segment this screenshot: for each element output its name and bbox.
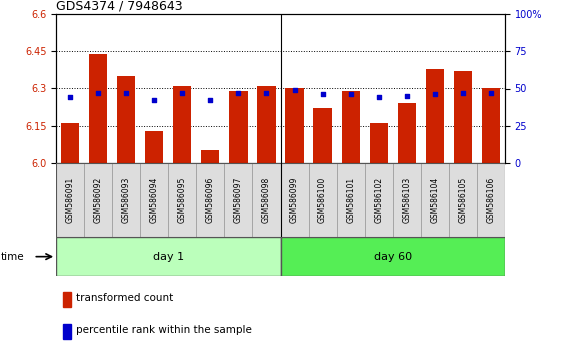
Text: GSM586098: GSM586098 [262, 177, 271, 223]
Bar [257, 86, 275, 163]
Bar [426, 69, 444, 163]
Point [150, 98, 159, 103]
Bar [454, 71, 472, 163]
Bar [89, 54, 107, 163]
Bar [421, 163, 449, 237]
Text: GSM586101: GSM586101 [346, 177, 355, 223]
Text: transformed count: transformed count [76, 293, 173, 303]
Text: percentile rank within the sample: percentile rank within the sample [76, 325, 252, 335]
Point [234, 90, 243, 96]
Bar [477, 163, 505, 237]
Point [206, 98, 215, 103]
Text: GSM586097: GSM586097 [234, 177, 243, 223]
Bar [342, 91, 360, 163]
Bar [168, 163, 196, 237]
Text: day 60: day 60 [374, 252, 412, 262]
Text: GSM586092: GSM586092 [94, 177, 103, 223]
Bar [370, 123, 388, 163]
Point [346, 92, 355, 97]
Bar [56, 163, 84, 237]
Text: GSM586106: GSM586106 [486, 177, 495, 223]
Bar [84, 163, 112, 237]
Text: GSM586105: GSM586105 [458, 177, 467, 223]
Point [374, 95, 383, 100]
Bar [309, 163, 337, 237]
Bar [61, 123, 79, 163]
Bar [63, 324, 71, 339]
Bar [56, 237, 280, 276]
Point [430, 92, 439, 97]
Bar [224, 163, 252, 237]
Bar [280, 237, 505, 276]
Point [94, 90, 103, 96]
Point [178, 90, 187, 96]
Bar [145, 131, 163, 163]
Bar [280, 163, 309, 237]
Bar [140, 163, 168, 237]
Bar [201, 150, 219, 163]
Bar [314, 108, 332, 163]
Text: GSM586103: GSM586103 [402, 177, 411, 223]
Point [262, 90, 271, 96]
Point [402, 93, 411, 99]
Bar [393, 163, 421, 237]
Text: GSM586094: GSM586094 [150, 177, 159, 223]
Text: GSM586095: GSM586095 [178, 177, 187, 223]
Text: time: time [1, 252, 24, 262]
Text: GSM586099: GSM586099 [290, 177, 299, 223]
Bar [173, 86, 191, 163]
Bar [398, 103, 416, 163]
Bar [63, 292, 71, 307]
Text: GSM586102: GSM586102 [374, 177, 383, 223]
Bar [365, 163, 393, 237]
Bar [112, 163, 140, 237]
Text: GSM586093: GSM586093 [122, 177, 131, 223]
Point [122, 90, 131, 96]
Bar [449, 163, 477, 237]
Bar [286, 88, 304, 163]
Text: GSM586104: GSM586104 [430, 177, 439, 223]
Text: GSM586096: GSM586096 [206, 177, 215, 223]
Point [290, 87, 299, 93]
Text: GDS4374 / 7948643: GDS4374 / 7948643 [56, 0, 183, 12]
Bar [482, 88, 500, 163]
Text: GSM586100: GSM586100 [318, 177, 327, 223]
Point [458, 90, 467, 96]
Bar [196, 163, 224, 237]
Text: GSM586091: GSM586091 [66, 177, 75, 223]
Point [66, 95, 75, 100]
Bar [229, 91, 247, 163]
Point [486, 90, 495, 96]
Text: day 1: day 1 [153, 252, 184, 262]
Bar [252, 163, 280, 237]
Bar [337, 163, 365, 237]
Bar [117, 76, 135, 163]
Point [318, 92, 327, 97]
